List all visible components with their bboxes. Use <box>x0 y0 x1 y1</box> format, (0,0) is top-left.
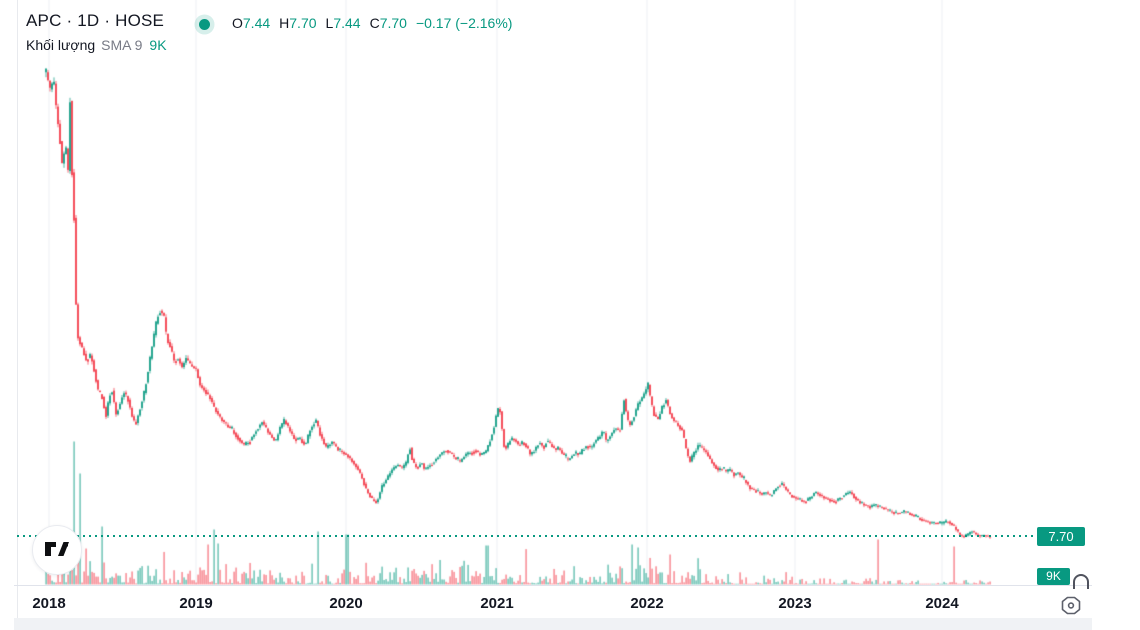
volume-badge: 9K <box>1037 568 1070 585</box>
ohlc-values: O7.44 H7.70 L7.44 C7.70 −0.17 (−2.16%) <box>232 15 512 31</box>
axis-label-2021: 2021 <box>480 595 514 612</box>
close-value: C7.70 <box>369 15 407 31</box>
axis-label-2019: 2019 <box>179 595 213 612</box>
low-value: L7.44 <box>325 15 361 31</box>
volume-indicator-legend[interactable]: Khối lượng SMA 9 9K <box>26 37 167 53</box>
axis-label-2018: 2018 <box>32 595 66 612</box>
partial-icon-artifact <box>1073 574 1089 589</box>
symbol-title[interactable]: APC · 1D · HOSE <box>26 11 165 30</box>
change-value: −0.17 (−2.16%) <box>415 15 513 31</box>
tradingview-logo[interactable] <box>32 525 82 575</box>
sma-setting-label: SMA 9 <box>101 37 143 53</box>
volume-sma-value: 9K <box>149 37 167 53</box>
axis-label-2022: 2022 <box>630 595 664 612</box>
last-price-badge: 7.70 <box>1037 527 1085 546</box>
volume-indicator-label: Khối lượng <box>26 37 96 53</box>
axis-label-2024: 2024 <box>925 595 959 612</box>
axis-label-2020: 2020 <box>329 595 363 612</box>
last-price-line <box>17 535 1037 537</box>
axis-label-2023: 2023 <box>778 595 812 612</box>
market-status-dot-icon[interactable] <box>199 19 210 30</box>
tradingview-logo-icon <box>45 542 69 556</box>
pane-left-border <box>17 0 18 618</box>
open-value: O7.44 <box>232 15 271 31</box>
footer-bar <box>14 618 1092 630</box>
axis-settings-icon[interactable] <box>1059 596 1083 615</box>
time-axis-border <box>14 585 1092 586</box>
high-value: H7.70 <box>279 15 317 31</box>
